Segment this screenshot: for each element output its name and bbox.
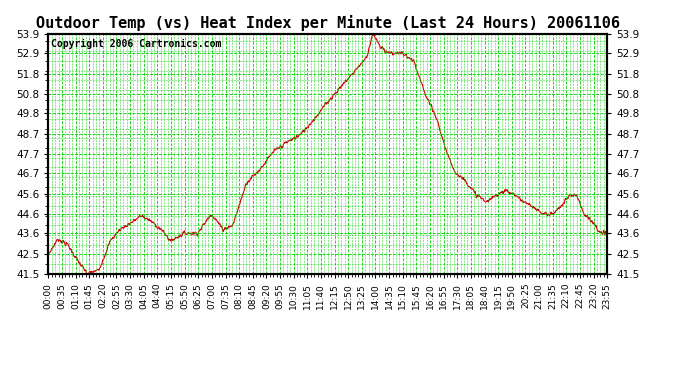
Title: Outdoor Temp (vs) Heat Index per Minute (Last 24 Hours) 20061106: Outdoor Temp (vs) Heat Index per Minute … [36,15,620,31]
Text: Copyright 2006 Cartronics.com: Copyright 2006 Cartronics.com [51,39,221,49]
